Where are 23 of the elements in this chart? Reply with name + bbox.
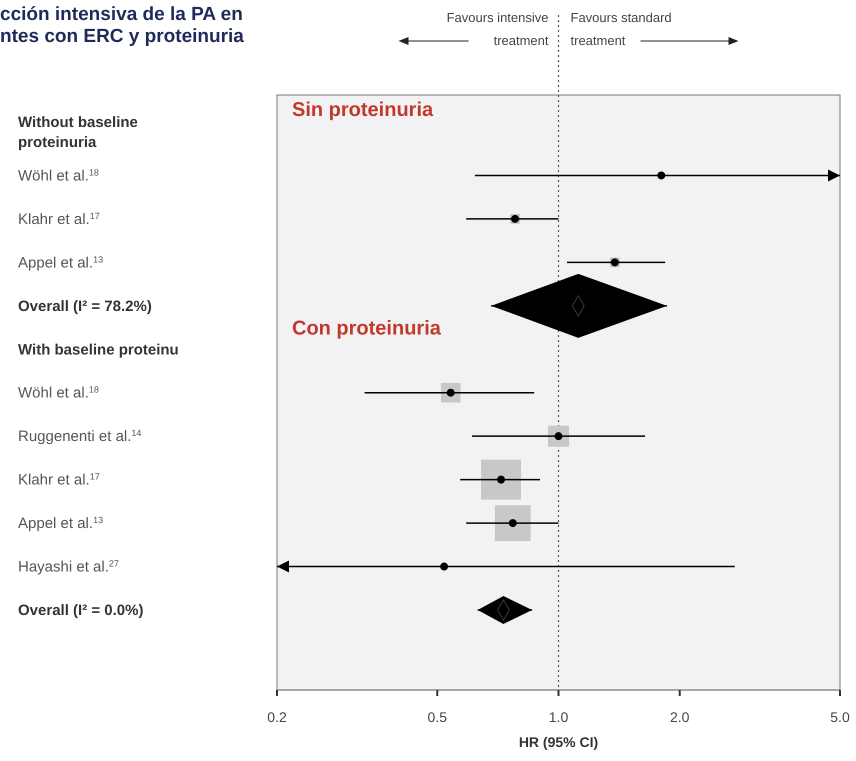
annotation: Con proteinuria: [292, 318, 442, 340]
text: Favours intensive treatment: [446, 10, 549, 48]
x-tick-label: 0.5: [428, 709, 448, 725]
x-axis-title: HR (95% CI): [518, 734, 598, 750]
y-tick-label: Appel et al.$^{13}$: [18, 515, 104, 532]
y-tick-label: With baseline proteinu: [18, 341, 179, 358]
y-tick-label: Without baseline proteinuria: [18, 114, 138, 151]
y-tick-label: Overall (I² = 78.2%): [18, 298, 152, 315]
y-tick-label: Klahr et al.$^{17}$: [18, 210, 100, 228]
y-tick-label: Overall (I² = 0.0%): [18, 602, 144, 619]
y-tick-label: Hayashi et al.$^{27}$: [18, 558, 119, 576]
text: Favours standard treatment: [570, 10, 672, 48]
y-tick-label: Appel et al.$^{13}$: [18, 254, 104, 272]
y-tick-label: Ruggenenti et al.$^{14}$: [18, 428, 142, 446]
annotation: Sin proteinuria: [292, 99, 434, 121]
x-tick-label: 1.0: [548, 709, 568, 725]
y-tick-label: Wöhl et al.$^{18}$: [18, 384, 99, 402]
y-tick-label: Klahr et al.$^{17}$: [18, 472, 100, 489]
x-tick-label: 5.0: [830, 709, 850, 725]
x-tick-label: 2.0: [670, 709, 690, 725]
y-tick-label: Wöhl et al.$^{18}$: [18, 167, 99, 184]
text: cción intensiva de la PA en ntes con ERC y proteinuria: [0, 4, 244, 47]
x-tick-label: 0.2: [267, 709, 287, 725]
